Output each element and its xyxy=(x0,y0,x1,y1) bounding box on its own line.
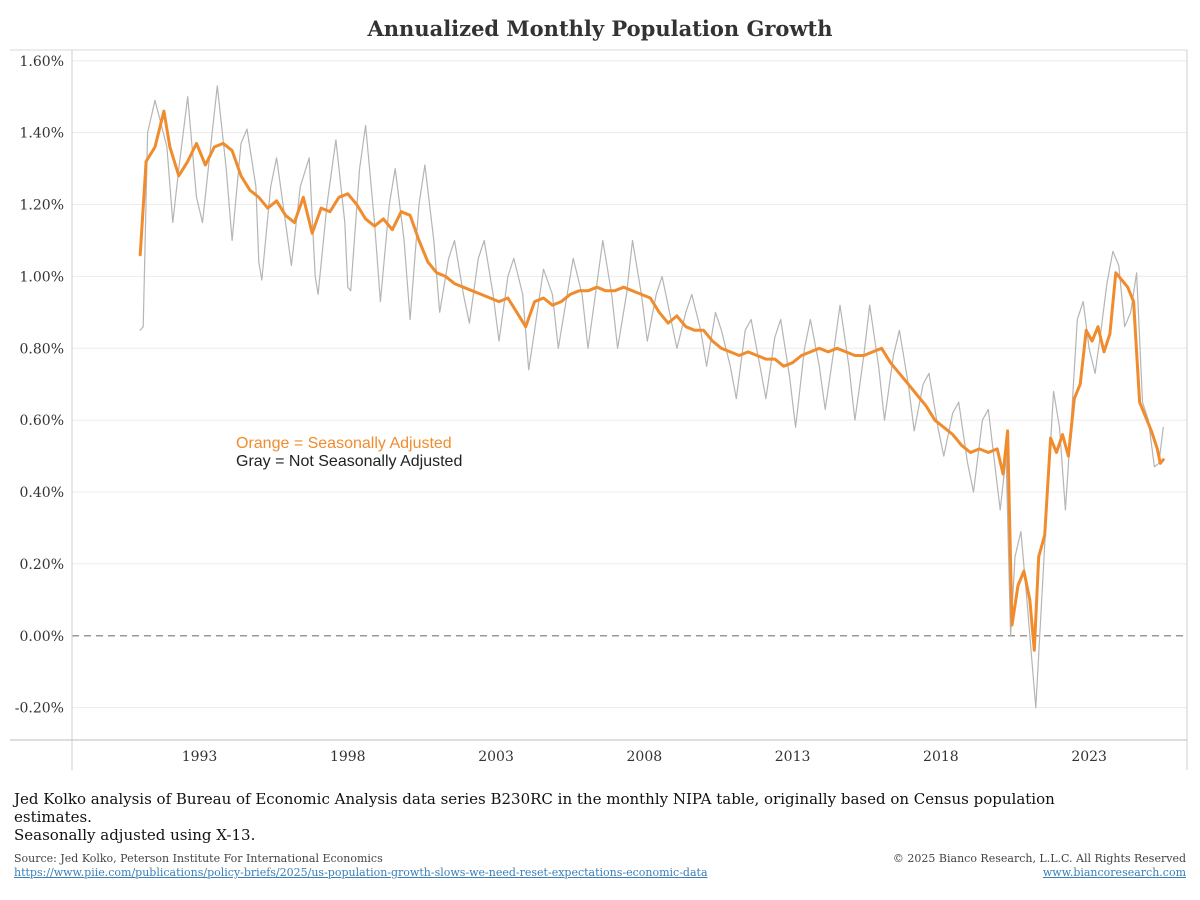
note-line-1: Jed Kolko analysis of Bureau of Economic… xyxy=(14,790,1055,826)
x-tick-label: 2023 xyxy=(1071,749,1107,765)
source-link[interactable]: https://www.piie.com/publications/policy… xyxy=(14,866,708,879)
source-text: Source: Jed Kolko, Peterson Institute Fo… xyxy=(14,852,383,865)
chart-title: Annualized Monthly Population Growth xyxy=(367,16,833,41)
x-tick-label: 2013 xyxy=(775,749,811,765)
y-axis-tick-labels: -0.20% 0.00% 0.20% 0.40% 0.60% 0.80% 1.00% 1.20… xyxy=(15,54,64,717)
x-axis-tick-labels: 1993 1998 2003 2008 2013 2018 2023 xyxy=(182,749,1107,765)
y-tick-label: 1.00% xyxy=(20,269,64,285)
y-tick-label: 0.80% xyxy=(20,341,64,357)
footer-source: Source: Jed Kolko, Peterson Institute Fo… xyxy=(14,852,708,880)
y-tick-label: 1.20% xyxy=(20,198,64,214)
website-link[interactable]: www.biancoresearch.com xyxy=(1042,866,1186,879)
axes xyxy=(10,49,1188,770)
series-lines xyxy=(138,85,1165,709)
note-line-2: Seasonally adjusted using X-13. xyxy=(14,826,256,844)
legend-not-seasonally-adjusted: Gray = Not Seasonally Adjusted xyxy=(236,453,462,470)
population-growth-chart: -0.20% 0.00% 0.20% 0.40% 0.60% 0.80% 1.00% 1.20… xyxy=(10,49,1188,770)
y-tick-label: 0.20% xyxy=(20,557,64,573)
y-tick-label: 1.60% xyxy=(20,54,64,70)
series-line-not-seasonally-adjusted xyxy=(139,85,1164,709)
footer-copyright: © 2025 Bianco Research, L.L.C. All Right… xyxy=(893,852,1186,880)
legend-seasonally-adjusted: Orange = Seasonally Adjusted xyxy=(236,435,452,452)
legend: Orange = Seasonally Adjusted Gray = Not … xyxy=(236,435,462,470)
x-tick-label: 1998 xyxy=(330,749,366,765)
chart-note: Jed Kolko analysis of Bureau of Economic… xyxy=(14,790,1114,844)
gridlines xyxy=(72,60,1187,709)
y-tick-label: 0.00% xyxy=(20,629,64,645)
x-tick-label: 2018 xyxy=(923,749,959,765)
copyright-text: © 2025 Bianco Research, L.L.C. All Right… xyxy=(892,852,1186,865)
x-tick-label: 1993 xyxy=(182,749,218,765)
y-tick-label: -0.20% xyxy=(15,701,64,717)
y-tick-label: 0.40% xyxy=(20,485,64,501)
series-line-seasonally-adjusted xyxy=(138,109,1165,652)
y-tick-label: 1.40% xyxy=(20,126,64,142)
x-tick-label: 2003 xyxy=(478,749,514,765)
x-tick-label: 2008 xyxy=(627,749,663,765)
y-tick-label: 0.60% xyxy=(20,413,64,429)
